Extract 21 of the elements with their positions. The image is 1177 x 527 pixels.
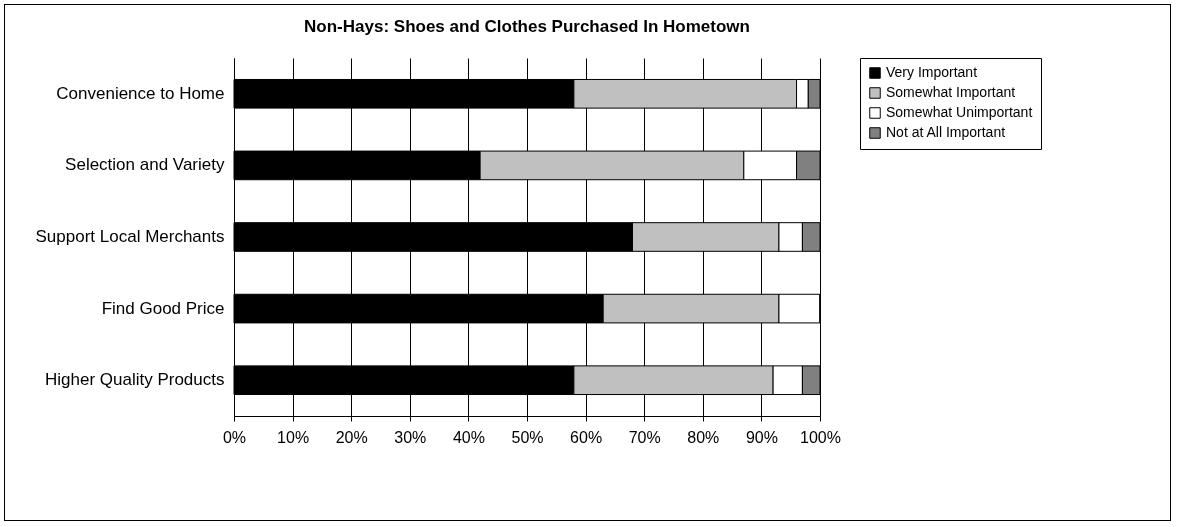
legend-label: Somewhat Unimportant <box>886 104 1033 120</box>
x-tick-label: 50% <box>511 428 544 446</box>
y-tick-label: Convenience to Home <box>56 83 225 103</box>
y-tick-label: Find Good Price <box>101 298 225 318</box>
legend-label: Somewhat Important <box>886 84 1016 100</box>
x-tick-label: 30% <box>394 428 427 446</box>
x-tick-label: 10% <box>277 428 310 446</box>
x-tick-label: 90% <box>745 428 778 446</box>
x-tick-label: 0% <box>222 428 247 446</box>
legend-label: Very Important <box>886 64 978 80</box>
x-tick-label: 40% <box>452 428 485 446</box>
y-tick-label: Support Local Merchants <box>35 227 225 246</box>
y-tick-label: Selection and Variety <box>65 155 225 175</box>
x-tick-label: 100% <box>800 428 841 446</box>
x-tick-label: 60% <box>570 428 603 446</box>
legend-label: Not at All Important <box>886 124 1006 140</box>
y-tick-label: Higher Quality Products <box>44 370 225 390</box>
x-tick-label: 70% <box>628 428 661 446</box>
chart-title: Non-Hays: Shoes and Clothes Purchased In Hometown <box>304 16 750 36</box>
x-tick-label: 80% <box>687 428 720 446</box>
x-tick-label: 20% <box>335 428 368 446</box>
